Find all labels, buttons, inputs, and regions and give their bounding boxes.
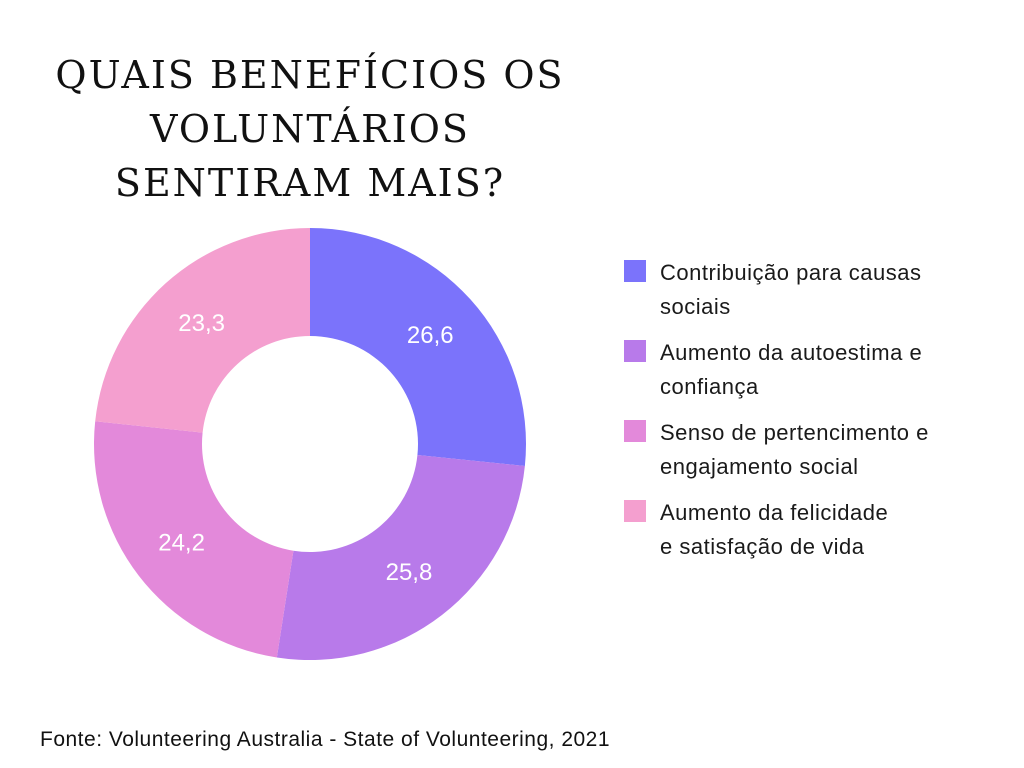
slice-value-label: 24,2 (158, 529, 205, 556)
slice-value-label: 26,6 (407, 322, 454, 349)
donut-slice (95, 228, 310, 433)
legend-swatch (624, 500, 646, 522)
chart-title-line: SENTIRAM MAIS? (114, 161, 506, 205)
legend-swatch (624, 420, 646, 442)
legend-label-line: engajamento social (660, 454, 859, 479)
donut-slice (276, 455, 525, 660)
chart-title-line: VOLUNTÁRIOS (150, 107, 470, 151)
legend-label-line: Aumento da felicidade (660, 500, 889, 525)
legend-label-line: sociais (660, 294, 731, 319)
chart-title-line: QUAIS BENEFÍCIOS OS (55, 53, 565, 97)
donut-slice (310, 228, 526, 467)
legend-swatch (624, 340, 646, 362)
legend-label-line: Contribuição para causas (660, 260, 922, 285)
legend-label-line: confiança (660, 374, 759, 399)
donut-chart: 26,6 25,8 24,2 23,3 (94, 228, 526, 660)
legend-label-line: Senso de pertencimento e (660, 420, 929, 445)
legend-label-line: e satisfação de vida (660, 534, 865, 559)
legend-item: Aumento da autoestima e confiança (624, 336, 1014, 404)
legend-swatch (624, 260, 646, 282)
legend-item: Aumento da felicidade e satisfação de vi… (624, 496, 1014, 564)
legend-item: Senso de pertencimento e engajamento soc… (624, 416, 1014, 484)
legend-item: Contribuição para causas sociais (624, 256, 1014, 324)
legend-label-line: Aumento da autoestima e (660, 340, 923, 365)
slice-value-label: 25,8 (386, 559, 433, 586)
donut-slice (94, 421, 294, 658)
source-note: Fonte: Volunteering Australia - State of… (40, 728, 611, 751)
slice-value-label: 23,3 (178, 310, 225, 337)
chart-legend: Contribuição para causas sociais Aumento… (624, 256, 1014, 576)
chart-title: QUAIS BENEFÍCIOS OS VOLUNTÁRIOS SENTIRAM… (30, 48, 590, 210)
